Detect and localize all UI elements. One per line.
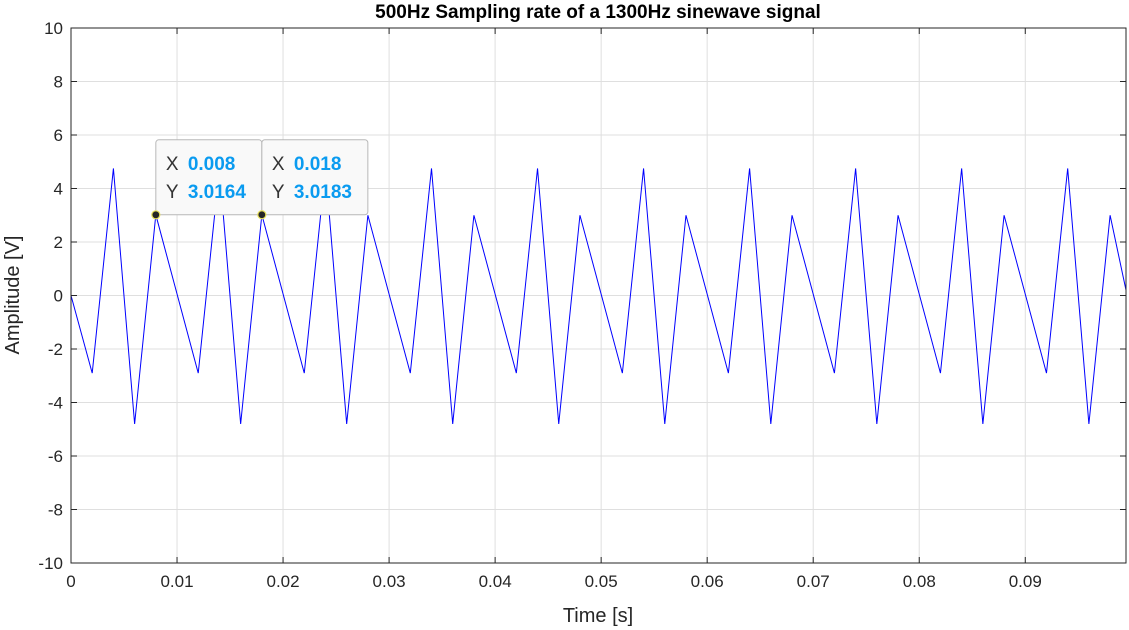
y-tick-label: -2 — [48, 340, 63, 359]
x-tick-label: 0.09 — [1009, 572, 1042, 591]
x-tick-label: 0.08 — [903, 572, 936, 591]
x-tick-label: 0.07 — [797, 572, 830, 591]
datatip-y-value: 3.0183 — [294, 182, 352, 203]
x-tick-label: 0.02 — [267, 572, 300, 591]
datatip-x-value: 0.018 — [294, 154, 342, 175]
y-tick-label: 6 — [54, 126, 63, 145]
grid-lines — [70, 27, 1126, 564]
series-layer — [70, 168, 1127, 424]
x-tick-label: 0.04 — [479, 572, 512, 591]
datatip-marker[interactable] — [151, 210, 161, 220]
y-tick-label: 0 — [54, 287, 63, 306]
y-tick-label: -4 — [48, 394, 63, 413]
y-tick-label: -10 — [38, 554, 63, 573]
datatip-x-key: X — [272, 154, 285, 175]
datatip[interactable]: X 0.018 Y 3.0183 — [261, 139, 369, 216]
y-tick-label: 8 — [54, 73, 63, 92]
axis-ticks: 0 0.01 0.02 0.03 0.04 0.05 0.06 0.07 0.08 0.09 -10… — [38, 19, 1126, 591]
y-tick-label: 10 — [44, 19, 63, 38]
x-tick-label: 0.06 — [691, 572, 724, 591]
datatip-y-key: Y — [272, 182, 285, 203]
y-tick-label: -6 — [48, 447, 63, 466]
x-tick-label: 0.05 — [585, 572, 618, 591]
x-axis-label: Time [s] — [563, 605, 633, 627]
datatip-box — [155, 139, 263, 216]
x-tick-label: 0.01 — [160, 572, 193, 591]
x-tick-label: 0 — [66, 572, 75, 591]
datatip-x-value: 0.008 — [188, 154, 236, 175]
datatip-box — [261, 139, 369, 216]
y-axis-label: Amplitude [V] — [2, 236, 24, 355]
y-tick-label: 4 — [54, 180, 63, 199]
datatip-x-key: X — [166, 154, 179, 175]
datatip-marker[interactable] — [257, 210, 267, 220]
datatips: X 0.008 Y 3.0164 X 0.018 Y 3.0183 — [151, 139, 369, 220]
x-tick-label: 0.03 — [373, 572, 406, 591]
datatip-y-value: 3.0164 — [188, 182, 247, 203]
chart-title: 500Hz Sampling rate of a 1300Hz sinewave… — [375, 2, 821, 23]
y-tick-label: 2 — [54, 233, 63, 252]
series-line — [70, 168, 1127, 424]
datatip[interactable]: X 0.008 Y 3.0164 — [155, 139, 263, 216]
y-tick-label: -8 — [48, 501, 63, 520]
datatip-y-key: Y — [166, 182, 179, 203]
